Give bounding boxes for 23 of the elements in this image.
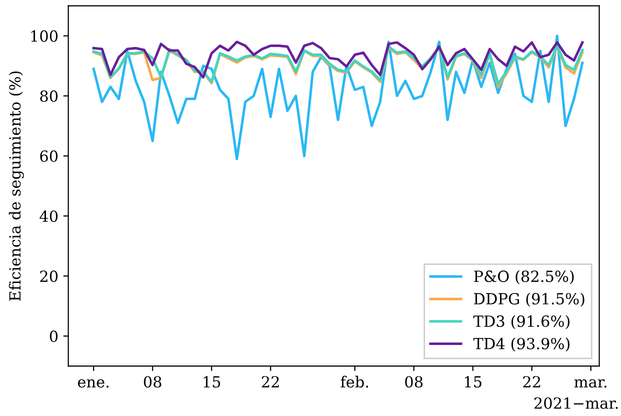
x-tick-label: feb.	[340, 376, 368, 388]
text: 2021−mar.	[534, 397, 618, 409]
y-tick-label: 80	[40, 90, 58, 102]
legend-label: TD3 (91.6%)	[473, 315, 570, 330]
y-tick-label: 20	[40, 270, 58, 282]
legend-label: TD4 (93.9%)	[473, 338, 570, 352]
x-tick-label: 08	[405, 376, 423, 388]
line-series	[92, 40, 584, 79]
x-tick-label: 08	[144, 376, 162, 388]
y-tick-label: 100	[31, 30, 58, 42]
y-tick-label: 0	[50, 330, 58, 342]
x-tick-label: 15	[464, 376, 482, 388]
x-tick-label: 22	[262, 376, 279, 388]
legend-label: DDPG (91.5%)	[474, 292, 584, 307]
y-axis-title: Eficiencia de seguimiento (%)	[8, 71, 24, 301]
x-tick-label: mar.	[574, 379, 606, 388]
x-tick-label: ene.	[78, 379, 109, 388]
line-series	[92, 34, 584, 160]
x-tick-label: 22	[523, 376, 540, 388]
y-tick-label: 40	[40, 210, 58, 222]
x-tick-label: 15	[204, 376, 220, 388]
y-tick-label: 60	[40, 150, 58, 162]
legend-label: P&O (82.5%)	[474, 270, 574, 284]
